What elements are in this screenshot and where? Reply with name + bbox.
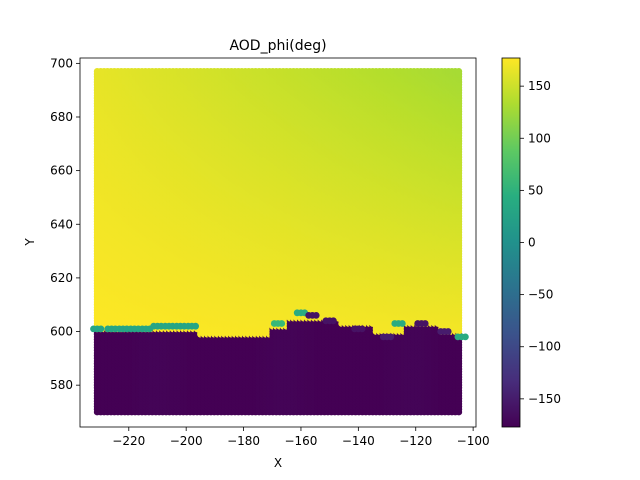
chart-title: AOD_phi(deg) xyxy=(229,38,326,54)
scatter-points xyxy=(90,68,469,416)
